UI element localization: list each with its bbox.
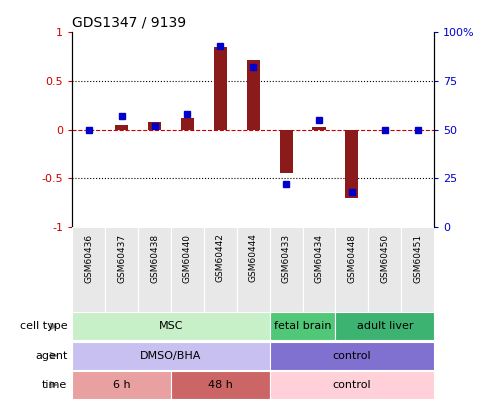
Text: GDS1347 / 9139: GDS1347 / 9139 [72, 16, 187, 30]
Bar [72, 227, 105, 312]
Text: fetal brain: fetal brain [274, 322, 331, 331]
Text: GSM60444: GSM60444 [249, 234, 258, 282]
Bar [204, 227, 237, 312]
Bar [269, 371, 434, 399]
Bar [345, 130, 358, 198]
Text: GSM60442: GSM60442 [216, 234, 225, 282]
Bar [171, 227, 204, 312]
Text: 6 h: 6 h [113, 380, 131, 390]
Bar [237, 227, 269, 312]
Bar [269, 312, 335, 341]
Text: GSM60440: GSM60440 [183, 234, 192, 283]
Text: agent: agent [35, 351, 67, 360]
Text: GSM60450: GSM60450 [380, 234, 389, 283]
Text: time: time [42, 380, 67, 390]
Text: GSM60437: GSM60437 [117, 234, 126, 283]
Bar [302, 227, 335, 312]
Text: DMSO/BHA: DMSO/BHA [140, 351, 202, 360]
Bar [148, 122, 161, 130]
Bar [335, 227, 368, 312]
Bar [72, 312, 269, 341]
Text: GSM60451: GSM60451 [413, 234, 422, 283]
Bar [72, 371, 171, 399]
Text: GSM60434: GSM60434 [314, 234, 323, 283]
Text: adult liver: adult liver [357, 322, 413, 331]
Text: GSM60433: GSM60433 [281, 234, 290, 283]
Bar [335, 312, 434, 341]
Bar [115, 125, 128, 130]
Text: 48 h: 48 h [208, 380, 233, 390]
Bar [171, 371, 269, 399]
Text: GSM60448: GSM60448 [347, 234, 356, 283]
Bar [247, 60, 260, 130]
Text: GSM60438: GSM60438 [150, 234, 159, 283]
Bar [105, 227, 138, 312]
Bar [269, 227, 302, 312]
Bar [181, 118, 194, 130]
Bar [138, 227, 171, 312]
Text: cell type: cell type [20, 322, 67, 331]
Bar [269, 341, 434, 370]
Bar [72, 341, 269, 370]
Bar [401, 227, 434, 312]
Text: control: control [333, 351, 371, 360]
Bar [214, 47, 227, 130]
Text: MSC: MSC [159, 322, 183, 331]
Text: GSM60436: GSM60436 [84, 234, 93, 283]
Bar [279, 130, 293, 173]
Bar [368, 227, 401, 312]
Text: control: control [333, 380, 371, 390]
Bar [312, 127, 325, 130]
